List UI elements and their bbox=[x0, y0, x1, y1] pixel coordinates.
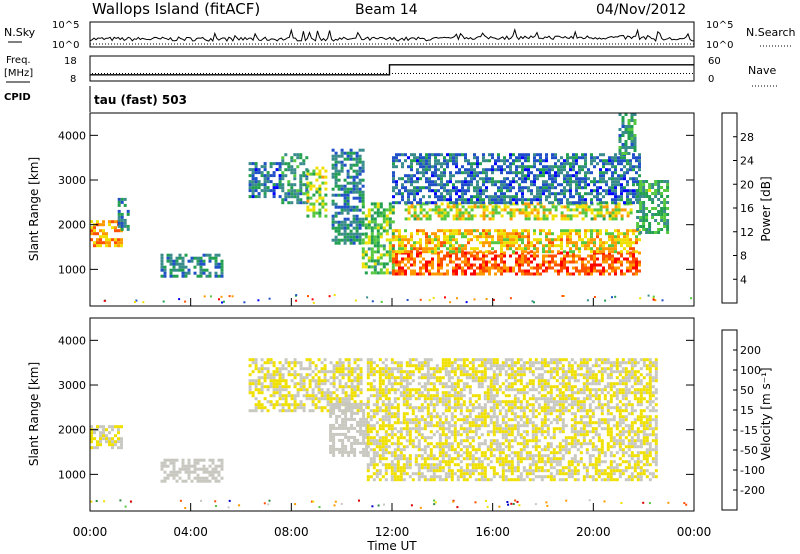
colorbar-frame bbox=[721, 329, 738, 511]
colorbar-tick-label: 16 bbox=[740, 202, 754, 215]
power-colorbar-label: Power [dB] bbox=[759, 176, 773, 241]
heat-region-4 bbox=[281, 153, 309, 205]
near-range-specks bbox=[103, 294, 693, 304]
heat-region-2 bbox=[248, 358, 363, 413]
colorbar-tick-label: 100 bbox=[740, 364, 761, 377]
colorbar-tick-label: -100 bbox=[740, 464, 765, 477]
xaxis-label: Time UT bbox=[366, 539, 417, 553]
xtick-label: 12:00 bbox=[375, 525, 410, 539]
ytick-label: 1000 bbox=[58, 468, 86, 481]
xtick-label: 16:00 bbox=[475, 525, 510, 539]
power-ylabel: Slant Range [km] bbox=[27, 157, 41, 261]
colorbar-tick-label: 50 bbox=[740, 384, 754, 397]
heat-region-6 bbox=[331, 148, 365, 245]
colorbar-tick-label: 24 bbox=[740, 155, 754, 168]
ytick-label: 4000 bbox=[58, 334, 86, 347]
xtick-label: 20:00 bbox=[576, 525, 611, 539]
colorbar-tick-label: -50 bbox=[740, 444, 758, 457]
noise-right-label: N.Search bbox=[746, 26, 796, 39]
heat-region-1 bbox=[160, 458, 224, 483]
cpid-text: tau (fast) 503 bbox=[94, 93, 187, 107]
heat-region-9 bbox=[392, 229, 641, 254]
heat-region-4 bbox=[366, 358, 658, 482]
colorbar-tick-label: 12 bbox=[740, 226, 754, 239]
colorbar-tick-label: -15 bbox=[740, 424, 758, 437]
ytick-label: 4000 bbox=[58, 129, 86, 142]
colorbar-tick-label: 15 bbox=[740, 404, 754, 417]
nave-label: Nave bbox=[748, 64, 776, 77]
nave-tick-top: 60 bbox=[708, 56, 721, 67]
freq-label: Freq. bbox=[6, 55, 31, 66]
cpid-label: CPID bbox=[4, 92, 31, 103]
noise-left-tick-bottom: 10^0 bbox=[52, 40, 79, 51]
noise-left-label: N.Sky bbox=[4, 26, 36, 39]
xtick-label: 00:00 bbox=[73, 525, 108, 539]
heat-region-13 bbox=[618, 113, 637, 155]
noise-sky-line bbox=[89, 27, 695, 42]
heat-region-0 bbox=[90, 425, 123, 450]
heat-region-2 bbox=[160, 253, 224, 278]
velocity-heatmap bbox=[90, 358, 688, 509]
xtick-label: 04:00 bbox=[173, 525, 208, 539]
power-heatmap bbox=[90, 113, 693, 304]
heat-region-7 bbox=[361, 202, 395, 275]
xtick-label: 00:00 bbox=[677, 525, 712, 539]
ytick-label: 1000 bbox=[58, 263, 86, 276]
freq-tick-top: 18 bbox=[64, 56, 77, 67]
freq-tick-bottom: 8 bbox=[70, 74, 76, 85]
ytick-label: 3000 bbox=[58, 174, 86, 187]
freq-units: [MHz] bbox=[4, 68, 33, 79]
colorbar-tick-label: 28 bbox=[740, 131, 754, 144]
heat-region-3 bbox=[329, 402, 369, 457]
colorbar-tick-label: 4 bbox=[740, 273, 747, 286]
heat-region-10 bbox=[404, 202, 633, 221]
noise-right-tick-bottom: 10^0 bbox=[706, 40, 733, 51]
ytick-label: 2000 bbox=[58, 424, 86, 437]
colorbar-tick-label: 200 bbox=[740, 344, 761, 357]
ytick-label: 3000 bbox=[58, 379, 86, 392]
noise-left-tick-top: 10^5 bbox=[52, 20, 79, 31]
heat-region-12 bbox=[636, 180, 670, 234]
xtick-label: 08:00 bbox=[274, 525, 309, 539]
station-title: Wallops Island (fitACF) bbox=[92, 0, 260, 18]
date-title: 04/Nov/2012 bbox=[596, 2, 686, 18]
ytick-label: 2000 bbox=[58, 219, 86, 232]
heat-region-5 bbox=[306, 166, 328, 218]
colorbar-tick-label: 8 bbox=[740, 250, 747, 263]
near-range-specks bbox=[90, 499, 688, 509]
colorbar-tick-label: -200 bbox=[740, 484, 765, 497]
freq-panel-frame bbox=[89, 55, 695, 82]
freq-line bbox=[90, 64, 694, 76]
colorbar-tick-label: 20 bbox=[740, 178, 754, 191]
nave-tick-bottom: 0 bbox=[708, 74, 714, 85]
beam-title: Beam 14 bbox=[355, 2, 418, 18]
heat-region-11 bbox=[392, 153, 641, 205]
velocity-colorbar-label: Velocity [m s⁻¹] bbox=[759, 367, 773, 460]
velocity-ylabel: Slant Range [km] bbox=[27, 362, 41, 466]
heat-region-8 bbox=[392, 251, 641, 276]
heat-region-3 bbox=[248, 162, 282, 199]
heat-region-1 bbox=[117, 197, 130, 231]
noise-right-tick-top: 10^5 bbox=[706, 20, 733, 31]
noise-panel-frame bbox=[89, 21, 695, 48]
